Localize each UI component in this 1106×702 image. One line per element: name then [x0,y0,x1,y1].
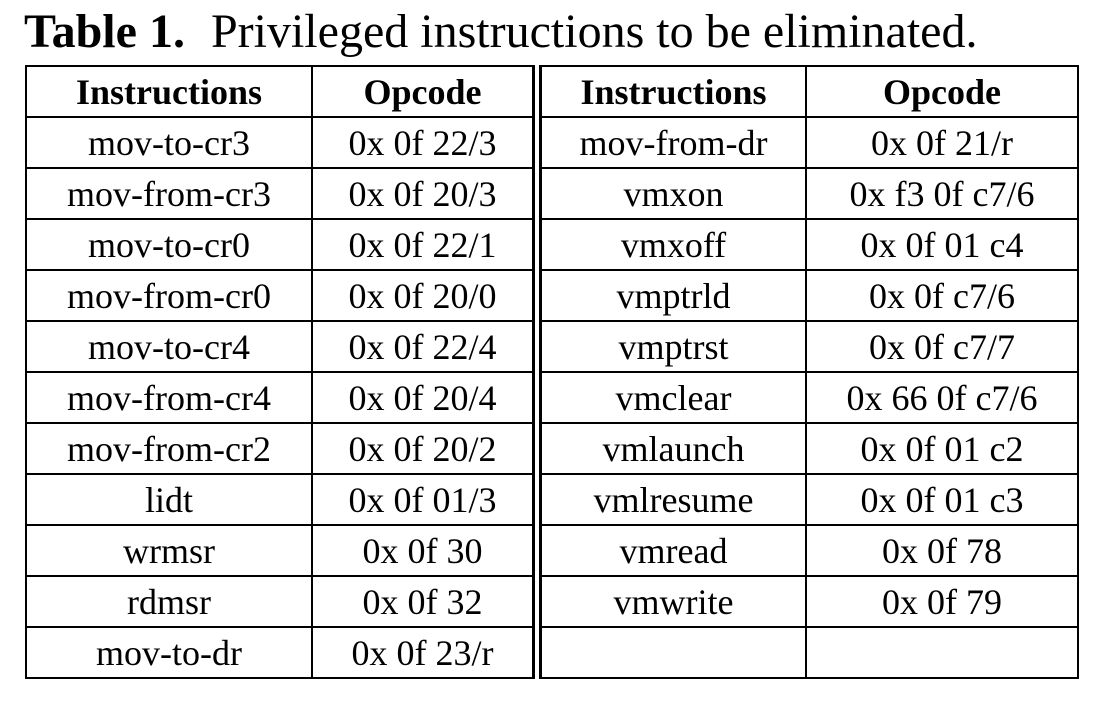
instruction-cell: mov-from-cr4 [25,371,313,424]
privileged-instructions-table: Instructions Opcode Instructions Opcode … [25,65,1079,679]
table-caption: Table 1. Privileged instructions to be el… [24,2,1094,62]
table-row: mov-to-cr0 0x 0f 22/1 vmxoff 0x 0f 01 c4 [25,218,1079,271]
opcode-cell: 0x 0f 01 c3 [805,473,1079,526]
instruction-cell: wrmsr [25,524,313,577]
opcode-cell: 0x 0f 78 [805,524,1079,577]
instruction-cell: vmxon [532,167,807,220]
instruction-cell: vmxoff [532,218,807,271]
instruction-cell: rdmsr [25,575,313,628]
caption-text: Privileged instructions to be eliminated… [210,5,978,58]
opcode-cell: 0x 0f c7/6 [805,269,1079,322]
table-row: mov-from-cr2 0x 0f 20/2 vmlaunch 0x 0f 0… [25,422,1079,475]
table-row: mov-from-cr3 0x 0f 20/3 vmxon 0x f3 0f c… [25,167,1079,220]
instruction-cell: lidt [25,473,313,526]
instruction-cell: vmwrite [532,575,807,628]
instruction-cell: mov-to-cr3 [25,116,313,169]
table-row: mov-to-dr 0x 0f 23/r [25,626,1079,679]
instruction-cell: mov-from-dr [532,116,807,169]
instruction-cell: mov-to-cr0 [25,218,313,271]
opcode-cell: 0x 0f 22/1 [311,218,538,271]
header-row: Instructions Opcode Instructions Opcode [25,65,1079,118]
instruction-cell: vmclear [532,371,807,424]
opcode-cell: 0x 0f 30 [311,524,538,577]
header-instructions-right: Instructions [532,65,807,118]
table-row: mov-from-cr4 0x 0f 20/4 vmclear 0x 66 0f… [25,371,1079,424]
opcode-cell: 0x 0f 20/3 [311,167,538,220]
caption-label: Table 1. [24,5,185,58]
opcode-cell: 0x 0f c7/7 [805,320,1079,373]
table-row: rdmsr 0x 0f 32 vmwrite 0x 0f 79 [25,575,1079,628]
opcode-cell: 0x 0f 20/4 [311,371,538,424]
instruction-cell: mov-to-dr [25,626,313,679]
opcode-cell [805,626,1079,679]
table-row: lidt 0x 0f 01/3 vmlresume 0x 0f 01 c3 [25,473,1079,526]
instruction-cell: mov-from-cr2 [25,422,313,475]
instruction-cell: vmread [532,524,807,577]
opcode-cell: 0x 0f 79 [805,575,1079,628]
opcode-cell: 0x 0f 01 c2 [805,422,1079,475]
opcode-cell: 0x 0f 20/2 [311,422,538,475]
instruction-cell [532,626,807,679]
header-instructions-left: Instructions [25,65,313,118]
instruction-cell: vmlaunch [532,422,807,475]
opcode-cell: 0x 66 0f c7/6 [805,371,1079,424]
table-row: mov-to-cr3 0x 0f 22/3 mov-from-dr 0x 0f … [25,116,1079,169]
table-row: mov-to-cr4 0x 0f 22/4 vmptrst 0x 0f c7/7 [25,320,1079,373]
instruction-cell: mov-from-cr0 [25,269,313,322]
opcode-cell: 0x 0f 20/0 [311,269,538,322]
instruction-cell: vmlresume [532,473,807,526]
header-opcode-left: Opcode [311,65,538,118]
opcode-cell: 0x 0f 22/3 [311,116,538,169]
instruction-cell: mov-from-cr3 [25,167,313,220]
instruction-cell: vmptrld [532,269,807,322]
opcode-cell: 0x 0f 32 [311,575,538,628]
opcode-cell: 0x 0f 01 c4 [805,218,1079,271]
opcode-cell: 0x 0f 01/3 [311,473,538,526]
opcode-cell: 0x 0f 22/4 [311,320,538,373]
opcode-cell: 0x f3 0f c7/6 [805,167,1079,220]
opcode-cell: 0x 0f 21/r [805,116,1079,169]
instruction-cell: vmptrst [532,320,807,373]
header-opcode-right: Opcode [805,65,1079,118]
opcode-cell: 0x 0f 23/r [311,626,538,679]
table-row: mov-from-cr0 0x 0f 20/0 vmptrld 0x 0f c7… [25,269,1079,322]
table-row: wrmsr 0x 0f 30 vmread 0x 0f 78 [25,524,1079,577]
instruction-cell: mov-to-cr4 [25,320,313,373]
